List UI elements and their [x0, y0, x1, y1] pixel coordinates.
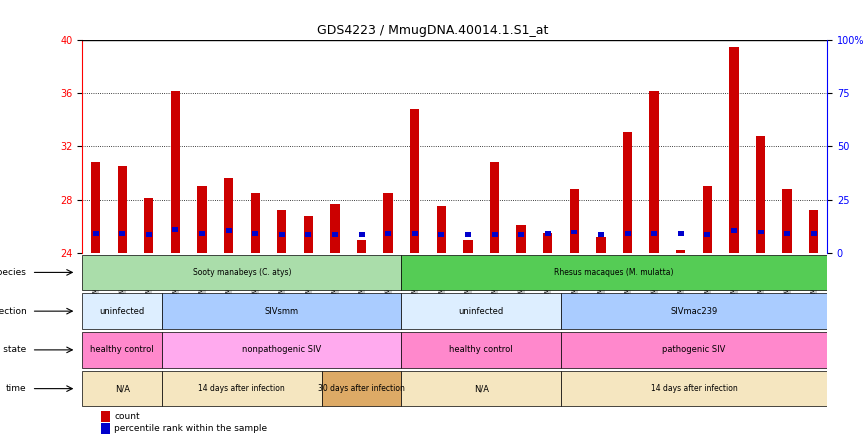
Text: 14 days after infection: 14 days after infection: [650, 384, 738, 393]
Text: 30 days after infection: 30 days after infection: [318, 384, 405, 393]
Text: percentile rank within the sample: percentile rank within the sample: [114, 424, 268, 433]
Bar: [731, 228, 737, 233]
Text: healthy control: healthy control: [449, 345, 513, 354]
Text: uninfected: uninfected: [459, 307, 504, 316]
Text: uninfected: uninfected: [100, 307, 145, 316]
Bar: [410, 109, 419, 253]
Text: GDS4223 / MmugDNA.40014.1.S1_at: GDS4223 / MmugDNA.40014.1.S1_at: [317, 24, 549, 37]
Bar: [321, 371, 402, 406]
Bar: [171, 91, 180, 253]
Bar: [623, 132, 632, 253]
Bar: [252, 231, 258, 236]
Bar: [82, 371, 162, 406]
Text: infection: infection: [0, 307, 26, 316]
Text: SIVsmm: SIVsmm: [265, 307, 299, 316]
Bar: [385, 231, 391, 236]
Text: healthy control: healthy control: [90, 345, 154, 354]
Bar: [811, 231, 817, 236]
Bar: [357, 240, 366, 253]
Text: pathogenic SIV: pathogenic SIV: [662, 345, 726, 354]
Bar: [597, 237, 605, 253]
Bar: [93, 231, 99, 236]
Bar: [676, 250, 685, 253]
Bar: [306, 232, 312, 237]
Bar: [118, 166, 126, 253]
Bar: [332, 232, 338, 237]
Bar: [561, 293, 827, 329]
Bar: [492, 232, 498, 237]
Bar: [570, 189, 579, 253]
Text: time: time: [6, 384, 26, 393]
Text: 14 days after infection: 14 days after infection: [198, 384, 285, 393]
Bar: [704, 232, 710, 237]
Bar: [758, 230, 764, 234]
Text: nonpathogenic SIV: nonpathogenic SIV: [242, 345, 321, 354]
Text: count: count: [114, 412, 140, 421]
Bar: [402, 254, 827, 290]
Text: disease state: disease state: [0, 345, 26, 354]
Bar: [411, 231, 417, 236]
Bar: [702, 186, 712, 253]
Bar: [545, 231, 551, 236]
Bar: [91, 163, 100, 253]
Bar: [82, 293, 162, 329]
Bar: [438, 232, 444, 237]
Bar: [199, 231, 205, 236]
Bar: [490, 163, 499, 253]
Bar: [543, 233, 553, 253]
Text: SIVmac239: SIVmac239: [670, 307, 718, 316]
Bar: [197, 186, 207, 253]
Bar: [172, 227, 178, 232]
Bar: [784, 231, 790, 236]
Text: Sooty manabeys (C. atys): Sooty manabeys (C. atys): [192, 268, 291, 277]
Bar: [225, 228, 231, 233]
Bar: [100, 411, 110, 421]
Bar: [402, 293, 561, 329]
Bar: [783, 189, 792, 253]
Bar: [250, 193, 260, 253]
Bar: [650, 91, 659, 253]
Bar: [465, 232, 471, 237]
Bar: [809, 210, 818, 253]
Text: N/A: N/A: [474, 384, 488, 393]
Bar: [402, 332, 561, 368]
Bar: [729, 47, 739, 253]
Text: species: species: [0, 268, 26, 277]
Bar: [144, 198, 153, 253]
Bar: [651, 231, 657, 236]
Bar: [384, 193, 393, 253]
Bar: [561, 371, 827, 406]
Bar: [82, 254, 402, 290]
Bar: [516, 225, 526, 253]
Bar: [598, 232, 604, 237]
Bar: [145, 232, 152, 237]
Bar: [561, 332, 827, 368]
Bar: [277, 210, 287, 253]
Bar: [162, 293, 402, 329]
Bar: [756, 136, 766, 253]
Bar: [678, 231, 684, 236]
Bar: [402, 371, 561, 406]
Bar: [359, 232, 365, 237]
Text: N/A: N/A: [114, 384, 130, 393]
Bar: [624, 231, 630, 236]
Bar: [162, 332, 402, 368]
Bar: [82, 332, 162, 368]
Bar: [279, 232, 285, 237]
Bar: [572, 230, 578, 234]
Bar: [304, 216, 313, 253]
Bar: [330, 204, 339, 253]
Text: Rhesus macaques (M. mulatta): Rhesus macaques (M. mulatta): [554, 268, 674, 277]
Bar: [120, 231, 126, 236]
Bar: [463, 240, 473, 253]
Bar: [162, 371, 321, 406]
Bar: [100, 424, 110, 434]
Bar: [518, 232, 524, 237]
Bar: [436, 206, 446, 253]
Bar: [224, 178, 233, 253]
